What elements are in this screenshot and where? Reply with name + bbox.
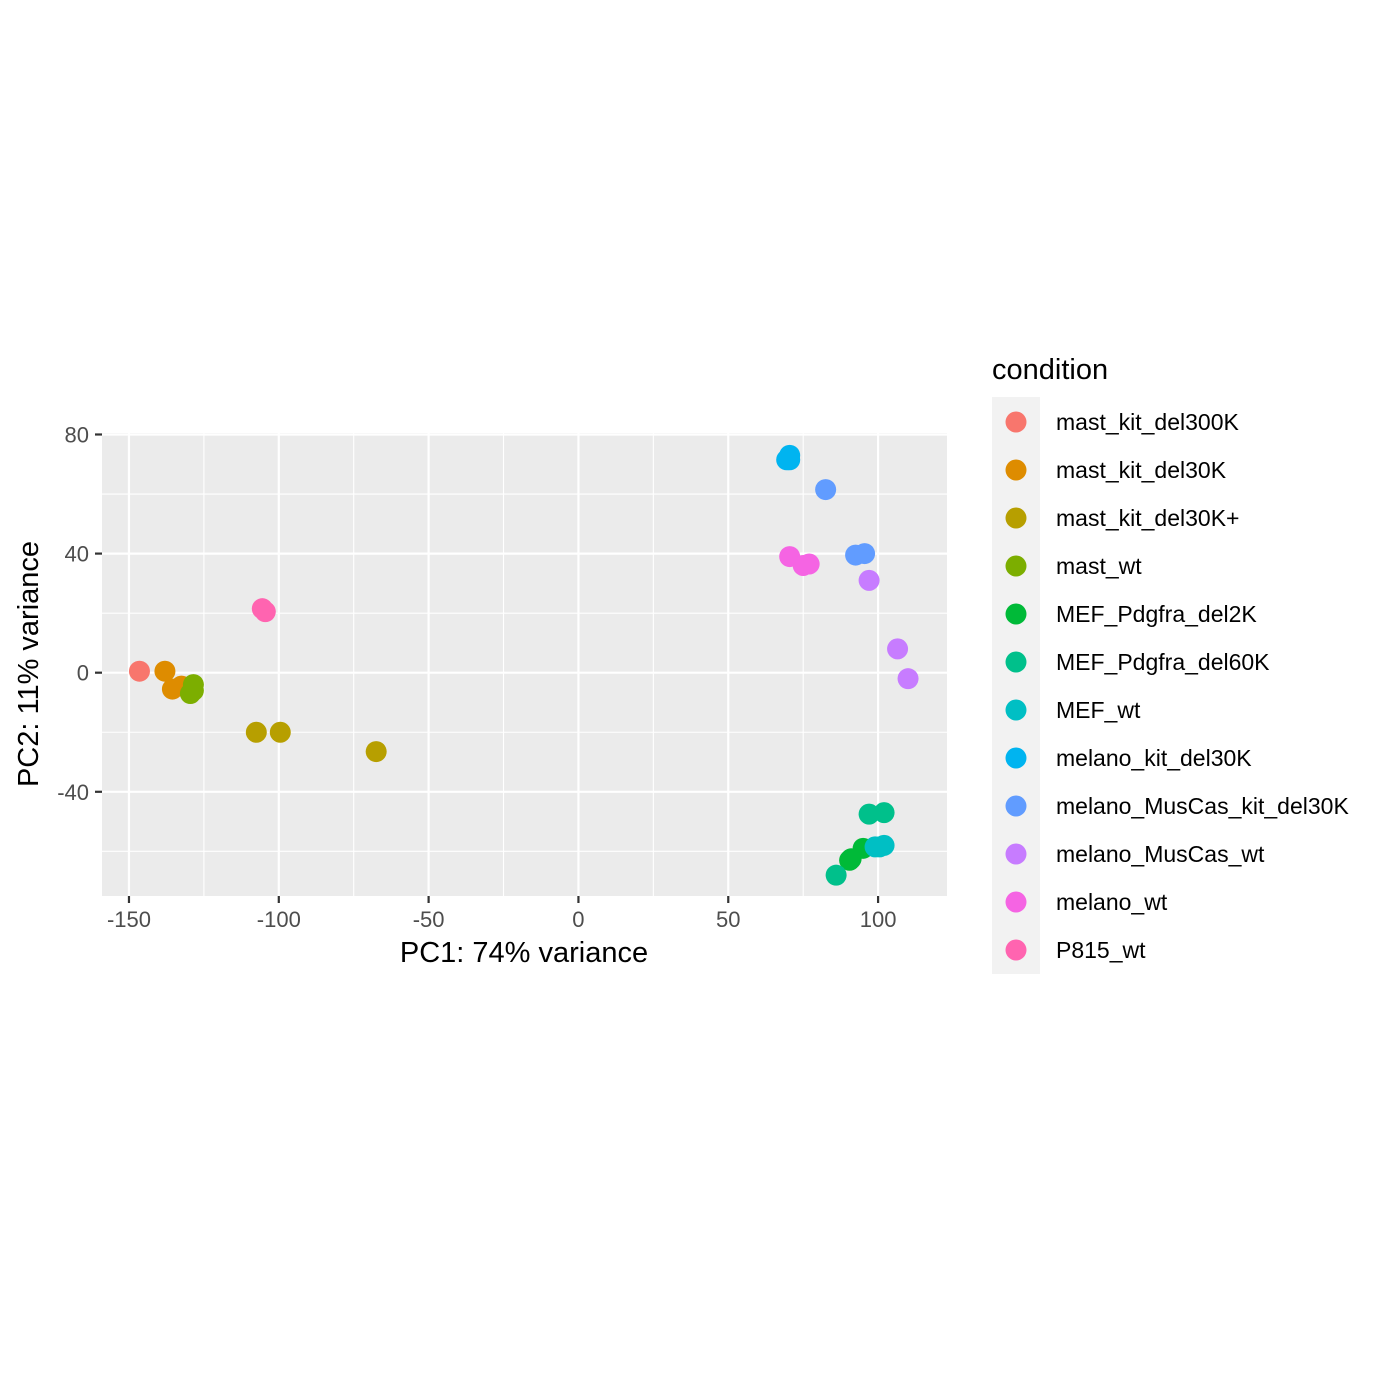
legend-label-melano_wt: melano_wt [1056, 889, 1168, 915]
data-point-melano_MusCas_wt [858, 569, 880, 591]
data-point-melano_MusCas_kit_del30K [815, 479, 837, 501]
data-point-mast_kit_del30K+ [365, 741, 387, 763]
data-point-melano_MusCas_kit_del30K [854, 543, 876, 565]
data-point-melano_MusCas_wt [887, 638, 909, 660]
legend-key-mast_kit_del30K [1005, 459, 1027, 481]
legend-label-MEF_Pdgfra_del2K: MEF_Pdgfra_del2K [1056, 601, 1257, 627]
x-axis-title: PC1: 74% variance [400, 937, 648, 969]
legend-key-MEF_Pdgfra_del60K [1005, 651, 1027, 673]
legend-title: condition [992, 354, 1108, 386]
x-tick-label: 100 [860, 907, 897, 932]
legend-key-mast_kit_del300K [1005, 411, 1027, 433]
y-tick-label: 40 [65, 542, 89, 567]
legend-label-mast_kit_del300K: mast_kit_del300K [1056, 409, 1239, 435]
x-tick-label: -50 [413, 907, 445, 932]
legend-label-mast_kit_del30K: mast_kit_del30K [1056, 457, 1227, 483]
y-axis-ticks: -40 0 40 80 [57, 422, 102, 805]
minor-gridlines [102, 433, 947, 896]
legend-key-melano_MusCas_wt [1005, 843, 1027, 865]
legend-label-melano_MusCas_wt: melano_MusCas_wt [1056, 841, 1265, 867]
legend-key-melano_kit_del30K [1005, 747, 1027, 769]
legend-label-MEF_wt: MEF_wt [1056, 697, 1141, 723]
legend: mast_kit_del300K mast_kit_del30K mast_kit_… [1005, 409, 1349, 963]
x-tick-label: -150 [107, 907, 151, 932]
legend-key-P815_wt [1005, 939, 1027, 961]
legend-key-melano_MusCas_kit_del30K [1005, 795, 1027, 817]
x-tick-label: -100 [257, 907, 301, 932]
data-point-MEF_Pdgfra_del60K [873, 802, 895, 824]
data-point-mast_wt [182, 680, 204, 702]
x-axis-ticks: -150 -100 -50 0 50 100 [107, 896, 896, 932]
legend-key-mast_kit_del30K+ [1005, 507, 1027, 529]
data-point-melano_kit_del30K [779, 449, 801, 471]
x-tick-label: 50 [716, 907, 740, 932]
data-point-mast_kit_del300K [128, 660, 150, 682]
legend-key-mast_wt [1005, 555, 1027, 577]
data-point-MEF_Pdgfra_del60K [825, 864, 847, 886]
legend-key-MEF_wt [1005, 699, 1027, 721]
data-point-mast_kit_del30K+ [269, 721, 291, 743]
legend-label-melano_MusCas_kit_del30K: melano_MusCas_kit_del30K [1056, 793, 1349, 819]
data-point-MEF_Pdgfra_del2K [839, 849, 861, 871]
legend-key-background [992, 397, 1040, 974]
data-points [128, 444, 919, 886]
y-axis-title: PC2: 11% variance [13, 541, 45, 787]
legend-key-melano_wt [1005, 891, 1027, 913]
y-tick-label: 0 [77, 661, 89, 686]
data-point-P815_wt [254, 601, 276, 623]
panel-background [102, 433, 947, 896]
data-point-MEF_wt [869, 836, 891, 858]
y-tick-label: 80 [65, 422, 89, 447]
legend-key-MEF_Pdgfra_del2K [1005, 603, 1027, 625]
major-gridlines [102, 433, 947, 896]
legend-label-melano_kit_del30K: melano_kit_del30K [1056, 745, 1252, 771]
x-tick-label: 0 [572, 907, 584, 932]
legend-label-mast_kit_del30K+: mast_kit_del30K+ [1056, 505, 1239, 531]
legend-label-MEF_Pdgfra_del60K: MEF_Pdgfra_del60K [1056, 649, 1270, 675]
legend-label-P815_wt: P815_wt [1056, 937, 1146, 963]
y-tick-label: -40 [57, 780, 89, 805]
legend-label-mast_wt: mast_wt [1056, 553, 1142, 579]
data-point-mast_kit_del30K+ [245, 721, 267, 743]
data-point-melano_MusCas_wt [897, 668, 919, 690]
data-point-mast_kit_del30K [154, 660, 176, 682]
data-point-melano_wt [798, 553, 820, 575]
